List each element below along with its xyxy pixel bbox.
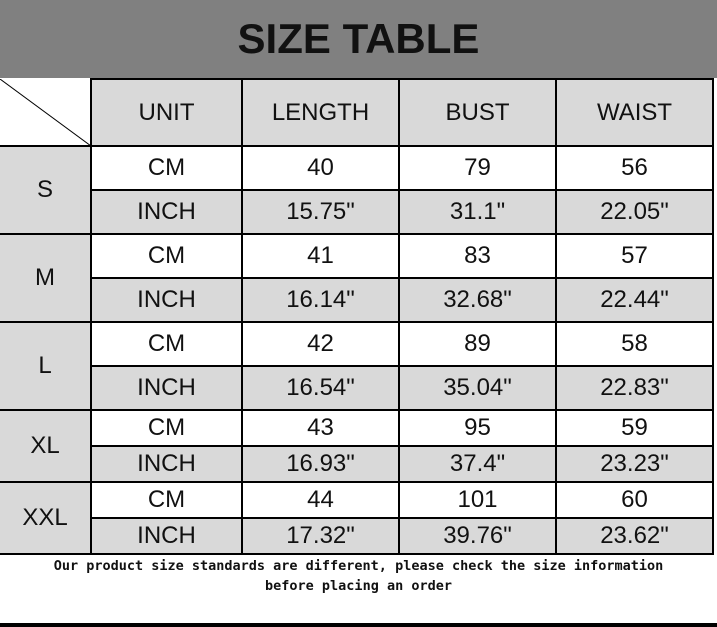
corner-cell (0, 79, 92, 147)
table-row: INCH 15.75" 31.1" 22.05" (0, 189, 714, 235)
table-row: L CM 42 89 58 (0, 321, 714, 411)
value-cell: 40 (241, 145, 400, 191)
note-line-2: before placing an order (265, 578, 452, 594)
header-unit: UNIT (90, 78, 243, 147)
value-cell: 22.05" (555, 189, 714, 235)
value-cell: 60 (555, 481, 714, 519)
bottom-border (0, 623, 717, 627)
value-cell: 44 (241, 481, 400, 519)
value-cell: 83 (398, 233, 557, 279)
unit-cell: INCH (90, 189, 243, 235)
page-title: SIZE TABLE (0, 0, 717, 78)
value-cell: 101 (398, 481, 557, 519)
size-note: Our product size standards are different… (0, 556, 717, 596)
value-cell: 42 (241, 321, 400, 367)
note-line-1: Our product size standards are different… (53, 558, 664, 574)
value-cell: 89 (398, 321, 557, 367)
value-cell: 32.68" (398, 277, 557, 323)
size-label: XL (0, 409, 92, 483)
table-row: XXL CM 44 101 60 (0, 481, 714, 555)
header-length: LENGTH (241, 78, 400, 147)
unit-cell: CM (90, 145, 243, 191)
unit-cell: INCH (90, 277, 243, 323)
table-row: M CM 41 83 57 (0, 233, 714, 323)
value-cell: 56 (555, 145, 714, 191)
value-cell: 16.54" (241, 365, 400, 411)
value-cell: 39.76" (398, 517, 557, 555)
value-cell: 22.44" (555, 277, 714, 323)
value-cell: 58 (555, 321, 714, 367)
table-row: XL CM 43 95 59 (0, 409, 714, 483)
value-cell: 95 (398, 409, 557, 447)
value-cell: 23.23" (555, 445, 714, 483)
value-cell: 35.04" (398, 365, 557, 411)
size-label: L (0, 321, 92, 411)
unit-cell: INCH (90, 365, 243, 411)
value-cell: 23.62" (555, 517, 714, 555)
size-label: S (0, 145, 92, 235)
diagonal-line-icon (0, 79, 91, 146)
value-cell: 41 (241, 233, 400, 279)
unit-cell: CM (90, 321, 243, 367)
value-cell: 16.14" (241, 277, 400, 323)
header-bust: BUST (398, 78, 557, 147)
header-waist: WAIST (555, 78, 714, 147)
table-row: INCH 16.14" 32.68" 22.44" (0, 277, 714, 323)
size-label: XXL (0, 481, 92, 555)
header-row: UNIT LENGTH BUST WAIST (0, 78, 714, 147)
value-cell: 79 (398, 145, 557, 191)
value-cell: 17.32" (241, 517, 400, 555)
table-row: INCH 16.93" 37.4" 23.23" (0, 445, 714, 483)
table-row: S CM 40 79 56 (0, 145, 714, 235)
value-cell: 15.75" (241, 189, 400, 235)
unit-cell: CM (90, 233, 243, 279)
table-row: INCH 16.54" 35.04" 22.83" (0, 365, 714, 411)
value-cell: 37.4" (398, 445, 557, 483)
value-cell: 16.93" (241, 445, 400, 483)
size-label: M (0, 233, 92, 323)
unit-cell: CM (90, 409, 243, 447)
unit-cell: INCH (90, 517, 243, 555)
unit-cell: CM (90, 481, 243, 519)
value-cell: 22.83" (555, 365, 714, 411)
value-cell: 31.1" (398, 189, 557, 235)
size-table: UNIT LENGTH BUST WAIST S CM 40 79 56 INCH 15.7… (0, 78, 714, 555)
value-cell: 59 (555, 409, 714, 447)
value-cell: 57 (555, 233, 714, 279)
table-row: INCH 17.32" 39.76" 23.62" (0, 517, 714, 555)
value-cell: 43 (241, 409, 400, 447)
unit-cell: INCH (90, 445, 243, 483)
